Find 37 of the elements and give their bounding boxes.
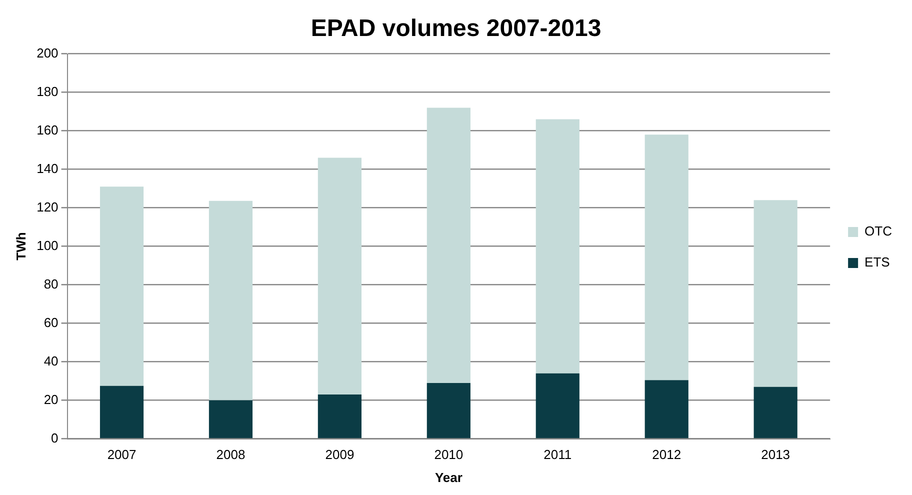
bar — [208, 400, 253, 438]
y-tick-label: 120 — [36, 199, 58, 214]
x-tick-label: 2012 — [652, 447, 682, 462]
y-tick-label: 0 — [51, 430, 58, 446]
y-tick-label: 60 — [44, 314, 58, 330]
bar — [318, 394, 362, 438]
bar — [426, 108, 470, 383]
bar — [644, 380, 688, 438]
y-tick-label: 100 — [36, 238, 58, 253]
legend-label: OTC — [864, 224, 892, 239]
bar — [536, 119, 580, 374]
x-tick-label: 2013 — [761, 447, 790, 462]
y-tick-label: 160 — [36, 122, 58, 138]
bar — [208, 200, 253, 400]
bar — [318, 158, 362, 395]
x-tick-label: 2010 — [434, 447, 464, 462]
y-tick-label: 180 — [36, 84, 58, 99]
x-tick-label: 2011 — [544, 447, 572, 462]
y-tick-label: 200 — [36, 45, 58, 60]
legend-label: ETS — [864, 254, 890, 270]
bar — [754, 386, 798, 438]
x-tick-label: 2008 — [216, 447, 246, 462]
bar — [644, 134, 688, 380]
bar — [754, 200, 798, 387]
y-tick-label: 40 — [44, 353, 58, 368]
y-tick-label: 20 — [44, 392, 58, 407]
y-tick-label: 140 — [36, 160, 58, 176]
y-axis-title: TWh — [13, 232, 28, 260]
bar — [100, 386, 144, 438]
x-axis-title: Year — [434, 470, 462, 485]
x-tick-label: 2007 — [107, 447, 136, 462]
bar — [536, 373, 580, 438]
bar — [100, 186, 144, 386]
chart-title: EPAD volumes 2007-2013 — [310, 15, 602, 42]
bar — [426, 382, 470, 438]
x-tick-label: 2009 — [325, 447, 354, 462]
y-tick-label: 80 — [44, 276, 58, 292]
